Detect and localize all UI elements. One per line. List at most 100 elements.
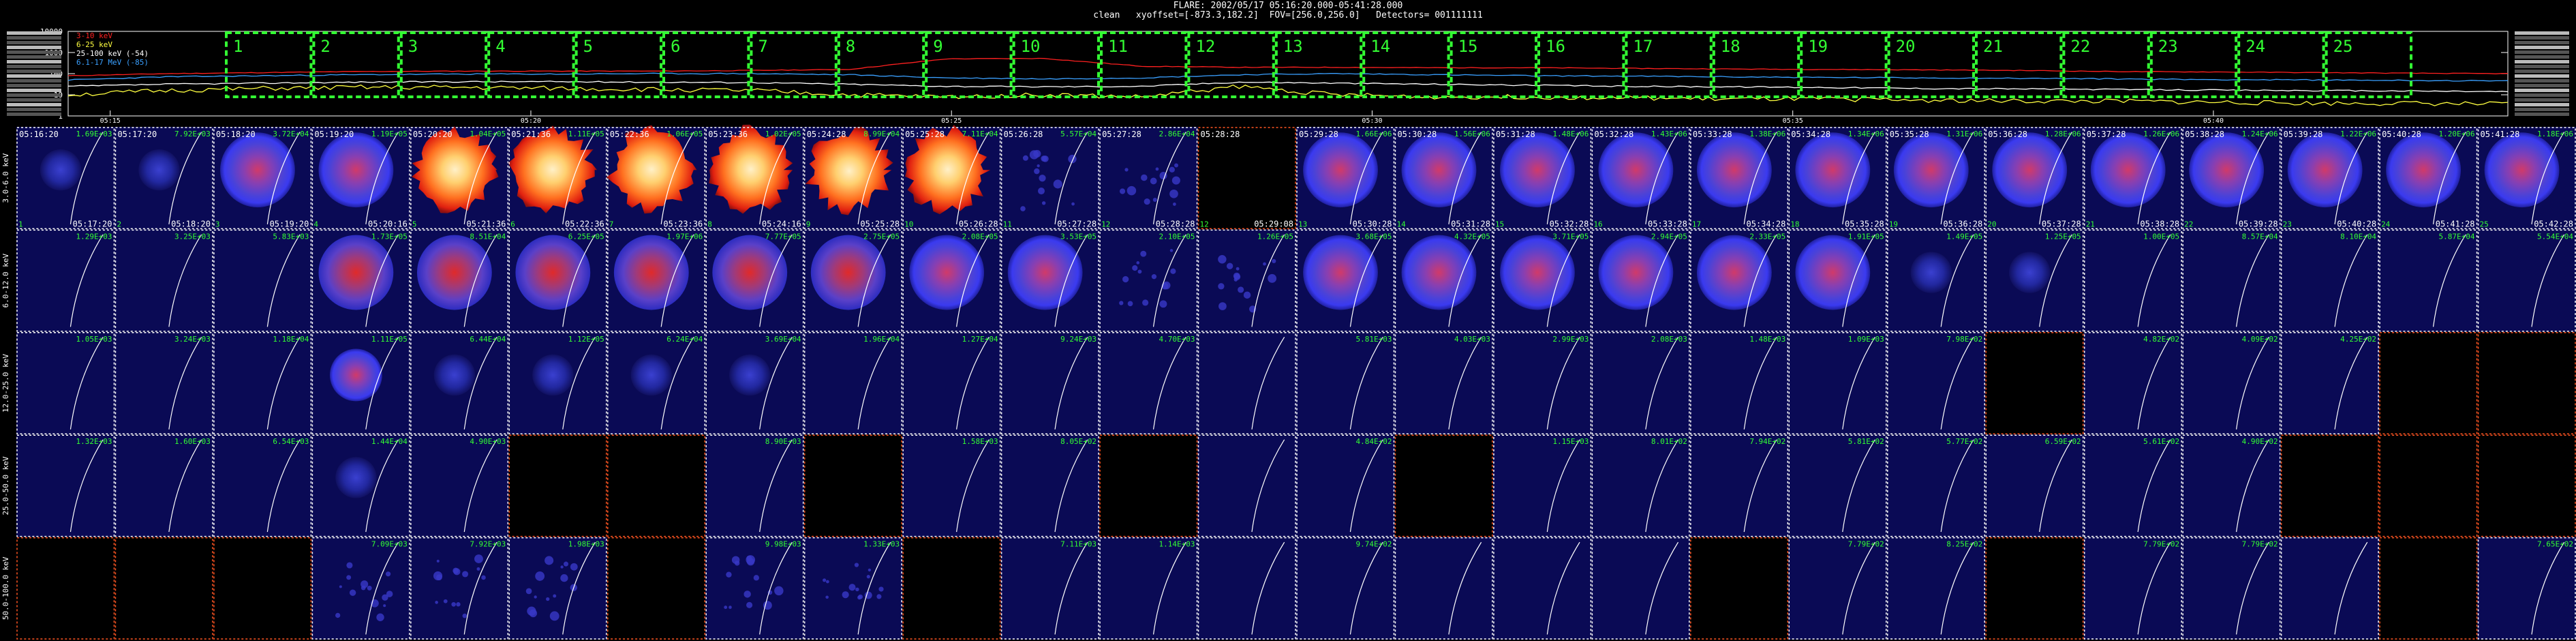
image-panel [902, 537, 1001, 640]
source-blob-hot [606, 125, 697, 214]
image-peak-value: 1.48E+06 [1552, 130, 1589, 138]
image-panel [1197, 331, 1296, 435]
source-speck [1122, 275, 1129, 283]
image-panel-bg [2280, 229, 2380, 332]
image-peak-value: 1.25E+05 [2045, 232, 2081, 241]
image-panel: 1.33E+03 [803, 537, 903, 640]
image-panel: 1.43E+06 05:32:28 05:33:28 16 [1591, 127, 1690, 230]
image-interval-number: 19 [1889, 220, 1898, 228]
image-peak-value: 4.09E+02 [2242, 335, 2278, 344]
image-panel: 1.29E+03 [16, 229, 115, 332]
solar-limb [1152, 132, 1186, 224]
interval-number: 14 [1370, 37, 1390, 56]
image-panel-border [1591, 229, 1690, 332]
solar-limb [1842, 337, 1875, 430]
image-panel: 1.19E+05 05:19:20 05:20:16 4 [311, 127, 410, 230]
image-panel: 1.98E+03 [508, 537, 607, 640]
image-peak-value: 5.77E+02 [1946, 437, 1982, 446]
image-panel-bg [607, 434, 706, 537]
image-panel-border [1000, 127, 1099, 230]
lightcurve-band2 [67, 84, 2509, 106]
image-panel: 1.44E+04 [311, 434, 410, 537]
image-panel-border [1887, 537, 1985, 640]
solar-limb [660, 132, 694, 224]
solar-limb [463, 337, 497, 430]
image-end-time: 05:21:36 [467, 219, 506, 228]
image-panel-bg [1492, 434, 1592, 537]
solar-limb [2137, 337, 2171, 430]
source-blob [712, 235, 788, 310]
source-speck [361, 585, 366, 591]
image-peak-value: 1.18E+06 [2537, 130, 2573, 138]
subtitle-fov: FOV=[256.0,256.0] [1269, 10, 1360, 20]
image-panel-bg [1197, 229, 1296, 332]
image-panel: 3.72E+04 05:18:20 05:19:20 3 [213, 127, 312, 230]
image-peak-value: 1.98E+03 [568, 540, 604, 549]
image-panel: 2.08E+03 [1591, 331, 1690, 435]
interval-number: 1 [233, 37, 243, 56]
image-panel [508, 434, 607, 537]
image-panel-border [803, 537, 902, 640]
source-speck [731, 556, 740, 564]
image-panel [1492, 537, 1592, 640]
solar-limb [2039, 132, 2072, 224]
image-panel-border [2280, 537, 2379, 640]
source-speck [1218, 283, 1225, 290]
image-peak-value: 7.79E+02 [2143, 540, 2179, 549]
image-peak-value: 1.24E+06 [2242, 130, 2278, 138]
lightcurve-side-strip-left [7, 46, 61, 49]
image-panel-border [2083, 229, 2182, 332]
source-speck [1119, 301, 1124, 305]
image-end-time: 05:40:28 [2337, 219, 2376, 228]
image-start-time: 05:16:20 [19, 130, 59, 139]
image-panel: 2.08E+05 [902, 229, 1001, 332]
image-panel-border [410, 229, 509, 332]
source-speck [1142, 299, 1149, 306]
source-speck [774, 586, 784, 596]
lightcurve-side-strip-right [2515, 60, 2569, 63]
energy-band-label: 6.0-12.0 keV [1, 253, 10, 308]
lightcurve-ytick-label: 1 [58, 112, 63, 121]
solar-limb [70, 132, 104, 224]
source-speck [1238, 286, 1244, 293]
image-panel-border [2477, 229, 2576, 332]
source-blob-hot [905, 125, 991, 215]
image-panel: 4.32E+05 [1394, 229, 1493, 332]
image-panel: 1.25E+05 [1985, 229, 2084, 332]
image-panel [1197, 537, 1296, 640]
image-peak-value: 1.15E+03 [1552, 437, 1589, 446]
image-start-time: 05:38:28 [2185, 130, 2224, 139]
image-interval-number: 15 [1495, 220, 1504, 228]
source-speck [433, 571, 443, 581]
image-start-time: 05:33:28 [1693, 130, 1732, 139]
image-panel-border [1788, 537, 1887, 640]
source-speck [1272, 258, 1276, 264]
solar-limb [2236, 132, 2269, 224]
image-peak-value: 1.91E+05 [1848, 232, 1884, 241]
source-speck [335, 612, 341, 618]
image-panel: 4.82E+02 [2083, 331, 2183, 435]
source-speck [1159, 300, 1167, 308]
solar-limb [463, 132, 497, 224]
image-interval-number: 8 [707, 220, 712, 228]
image-peak-value: 1.26E+05 [1257, 232, 1293, 241]
image-panel-border [1296, 434, 1395, 537]
image-panel-border [705, 229, 804, 332]
image-panel: 8.57E+04 [2182, 229, 2281, 332]
image-panel-border [1493, 332, 1592, 434]
solar-limb [1448, 132, 1482, 224]
image-panel [1591, 537, 1690, 640]
image-peak-value: 3.69E+04 [765, 335, 801, 344]
source-faint [138, 149, 180, 191]
source-blob [1401, 132, 1477, 208]
solar-limb [365, 541, 399, 635]
image-panel-border [311, 332, 410, 434]
image-panel: 3.25E+03 [114, 229, 213, 332]
image-panel [1985, 537, 2084, 640]
image-panel-border [410, 332, 509, 434]
image-peak-value: 1.96E+04 [863, 335, 900, 344]
image-peak-value: 1.66E+06 [1355, 130, 1392, 138]
image-end-time: 05:35:28 [1845, 219, 1884, 228]
solar-limb [857, 132, 891, 224]
image-peak-value: 7.92E+03 [174, 130, 211, 138]
